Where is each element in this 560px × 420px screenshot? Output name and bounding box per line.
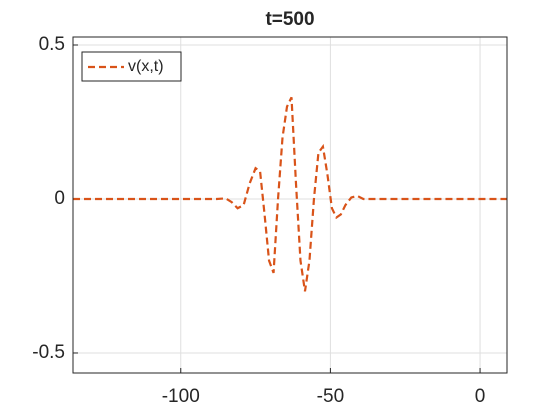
- y-tick-label: 0.5: [39, 34, 65, 55]
- legend-label: v(x,t): [128, 58, 164, 75]
- legend: v(x,t): [81, 51, 182, 82]
- y-tick-label: -0.5: [32, 342, 65, 363]
- legend-box: [81, 51, 182, 82]
- axes-box: [72, 36, 508, 374]
- line-series: [73, 96, 507, 292]
- x-tick-label: -50: [317, 386, 344, 407]
- x-tick-label: -100: [162, 386, 200, 407]
- y-tick-label: 0: [54, 188, 65, 209]
- chart-title: t=500: [265, 9, 314, 30]
- x-tick-label: 0: [475, 386, 486, 407]
